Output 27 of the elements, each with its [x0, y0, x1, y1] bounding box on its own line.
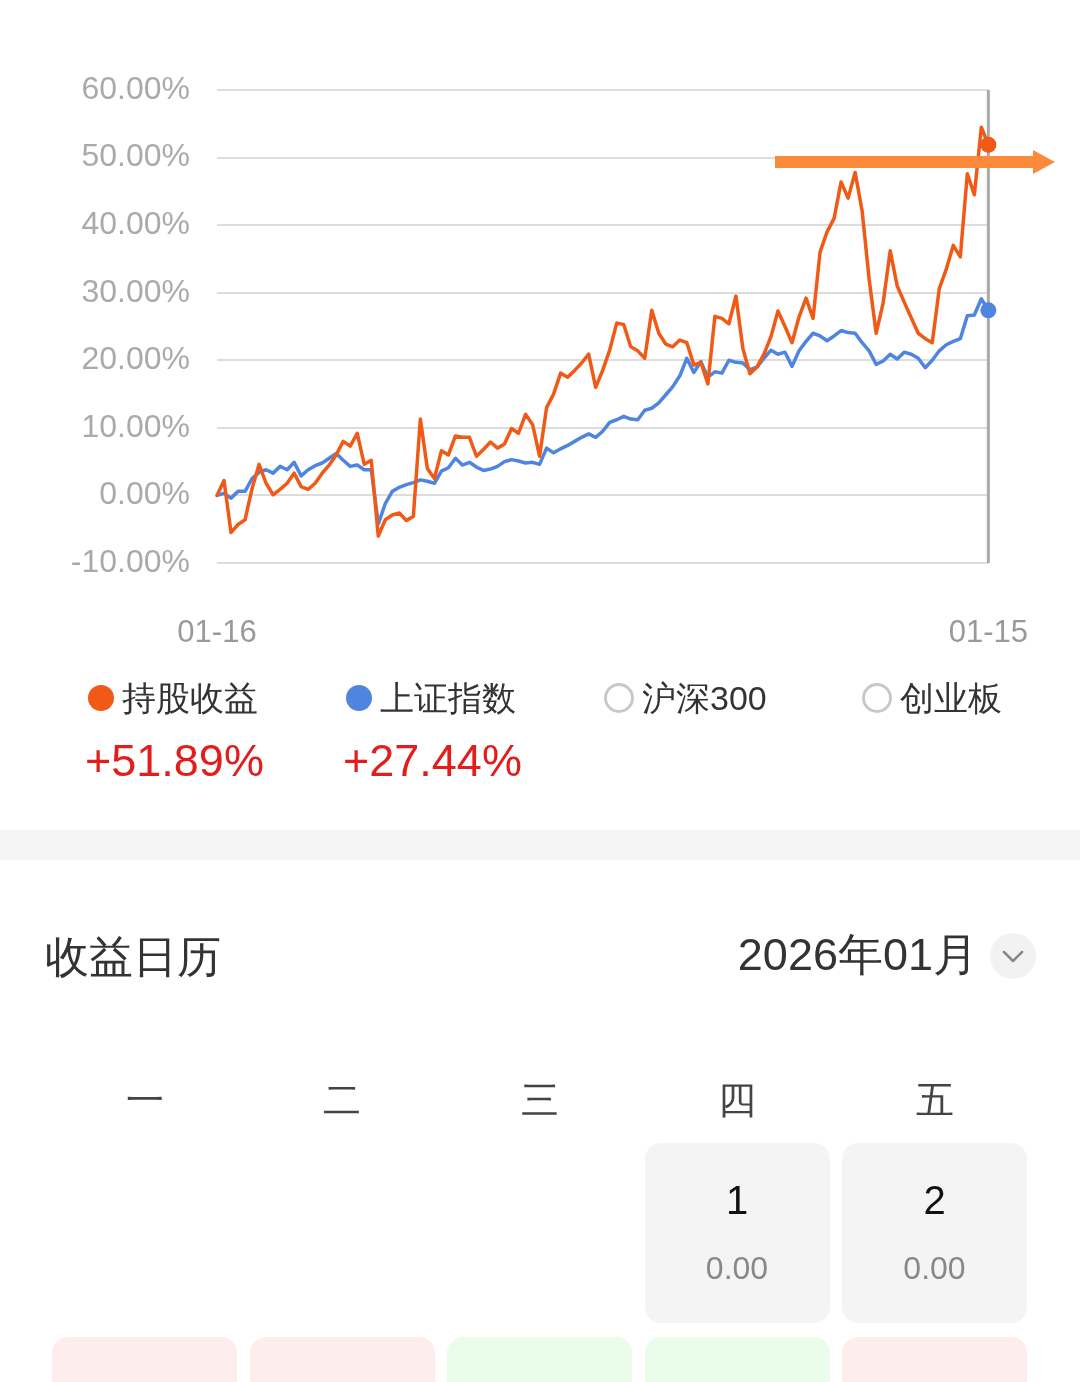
y-tick-label: 40.00% [81, 204, 190, 241]
y-tick-label: 30.00% [81, 272, 190, 309]
text: 1 [724, 1177, 750, 1224]
y-tick-label: 10.00% [81, 407, 190, 444]
x-tick-label: 01-15 [948, 614, 1029, 650]
y-tick-label: -10.00% [70, 542, 190, 579]
x-tick-label: 01-16 [177, 614, 257, 650]
category-label: 五 [914, 1078, 955, 1123]
category-label: 三 [519, 1078, 560, 1123]
legend-label: 沪深300 [642, 678, 767, 719]
legend-label: 创业板 [900, 678, 1002, 719]
y-tick-label: 20.00% [81, 340, 190, 377]
text: 0.00 [902, 1249, 967, 1288]
legend-label: 持股收益 [122, 678, 258, 719]
text: +27.44% [343, 735, 522, 787]
category-label: 四 [717, 1078, 757, 1123]
text: 2026年01月 [737, 928, 978, 982]
text: +51.89% [85, 735, 264, 787]
text: 0.00 [704, 1249, 770, 1288]
legend-label: 上证指数 [380, 678, 516, 719]
y-tick-label: 0.00% [99, 475, 190, 512]
text: 2 [922, 1177, 947, 1224]
category-label: 二 [322, 1078, 362, 1123]
y-tick-label: 50.00% [81, 137, 190, 174]
y-tick-label: 60.00% [81, 69, 190, 106]
text: 收益日历 [45, 931, 221, 983]
category-label: 一 [124, 1078, 165, 1123]
